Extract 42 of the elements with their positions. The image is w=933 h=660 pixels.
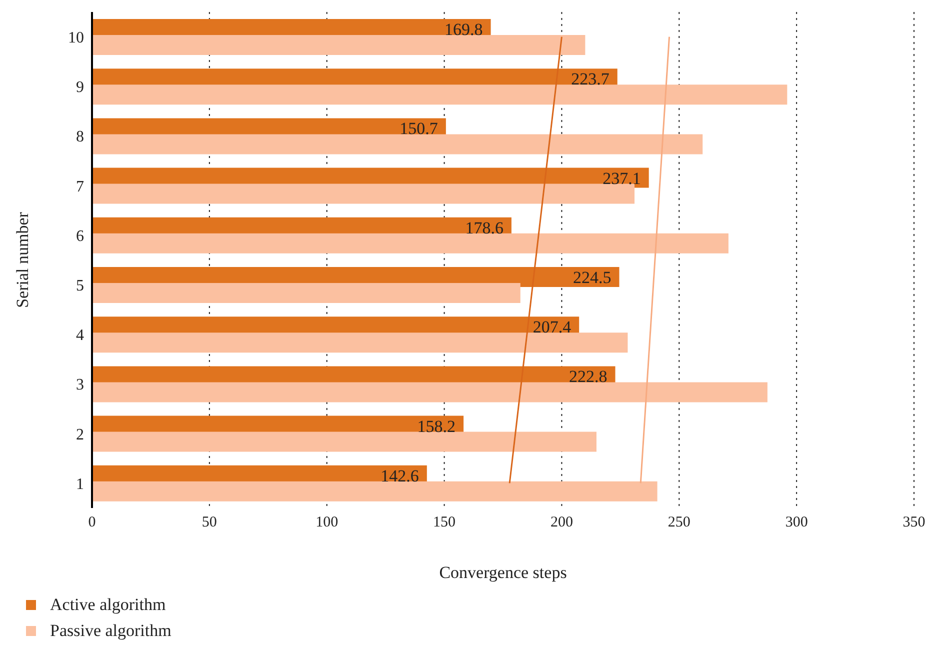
y-tick-label: 1 [76,476,84,493]
x-tick-label: 300 [785,514,808,531]
x-tick-label: 50 [202,514,217,531]
data-label: 224.5 [573,268,612,287]
data-label: 207.4 [532,318,572,337]
bar [92,35,586,55]
data-label: 142.6 [380,466,419,486]
bar [92,233,728,254]
x-tick-label: 200 [550,514,573,531]
x-tick-label: 350 [902,514,926,531]
y-tick-label: 8 [76,128,84,146]
data-label: 223.7 [571,70,610,89]
y-tick-label: 10 [68,29,84,46]
data-label: 150.7 [400,119,438,138]
data-label: 158.2 [417,416,456,436]
data-label: 178.6 [465,218,504,238]
legend-label: Passive algorithm [50,621,172,641]
bar [92,481,658,502]
bar [92,184,635,204]
y-tick-label: 2 [76,426,84,444]
y-tick-label: 5 [76,277,84,294]
y-tick-label: 7 [76,178,84,196]
x-tick-label: 100 [316,514,338,531]
bar [92,134,703,154]
y-tick-label: 4 [76,327,84,344]
y-tick-label: 3 [76,376,84,394]
data-label: 222.8 [569,367,608,386]
data-label: 237.1 [602,168,641,188]
y-tick-label: 9 [76,79,84,96]
x-tick-label: 250 [668,514,690,531]
bar [92,332,628,353]
data-label: 169.8 [444,20,483,39]
bar [92,432,596,452]
x-tick-label: 150 [433,514,456,531]
y-tick-label: 6 [76,228,84,245]
x-axis-title: Convergence steps [439,563,567,582]
x-tick-label: 0 [88,514,96,531]
bar [92,283,520,303]
y-axis-title: Serial number [13,212,32,308]
legend-label: Active algorithm [50,595,166,615]
bar [92,84,788,105]
bar [92,382,768,402]
